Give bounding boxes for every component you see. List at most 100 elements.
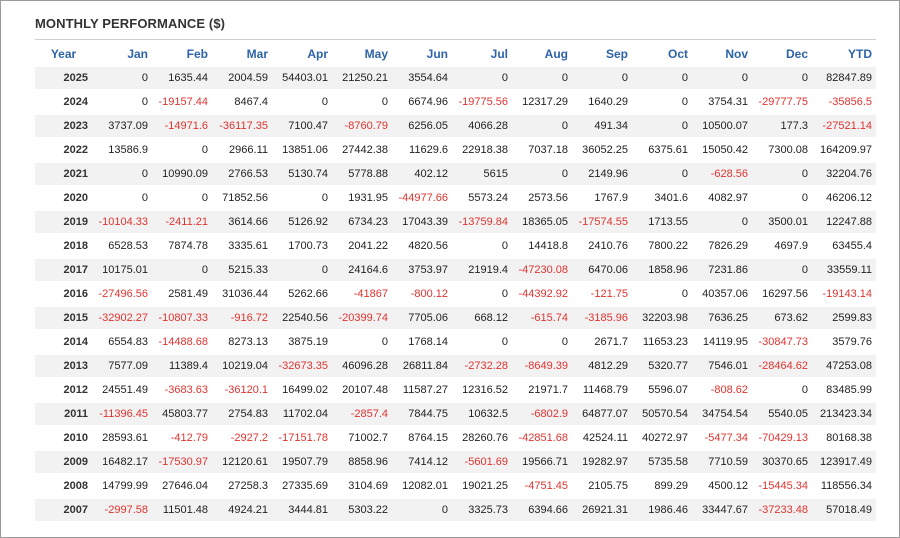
month-value-cell: 4820.56 (392, 235, 452, 257)
month-value-cell: 0 (632, 91, 692, 113)
month-value-cell: 15050.42 (692, 139, 752, 161)
month-value-cell: 5303.22 (332, 499, 392, 521)
month-value-cell: 2573.56 (512, 187, 572, 209)
month-value-cell: 42524.11 (572, 427, 632, 449)
ytd-cell: 3579.76 (812, 331, 876, 353)
month-value-cell: -11396.45 (92, 403, 152, 425)
month-value-cell: 14119.95 (692, 331, 752, 353)
month-value-cell: 5573.24 (452, 187, 512, 209)
month-value-cell: 12316.52 (452, 379, 512, 401)
year-cell: 2011 (35, 403, 92, 425)
month-value-cell: 27646.04 (152, 475, 212, 497)
month-value-cell: 11501.48 (152, 499, 212, 521)
ytd-cell: -27521.14 (812, 115, 876, 137)
year-cell: 2013 (35, 355, 92, 377)
table-row: 2012 24551.49 -3683.63 -36120.1 16499.02 2010… (35, 379, 876, 401)
table-row: 2025 0 1635.44 2004.59 54403.01 21250.21 3554.… (35, 67, 876, 89)
month-value-cell: -41867 (332, 283, 392, 305)
month-value-cell: 0 (692, 211, 752, 233)
table-row: 2017 10175.01 0 5215.33 0 24164.6 3753.97 21919… (35, 259, 876, 281)
month-value-cell: 6470.06 (572, 259, 632, 281)
month-value-cell: -5477.34 (692, 427, 752, 449)
month-value-cell: -27496.56 (92, 283, 152, 305)
month-value-cell: 34754.54 (692, 403, 752, 425)
month-value-cell: 5215.33 (212, 259, 272, 281)
month-value-cell: -4751.45 (512, 475, 572, 497)
month-value-cell: -30847.73 (752, 331, 812, 353)
month-value-cell: 4812.29 (572, 355, 632, 377)
month-value-cell: 3335.61 (212, 235, 272, 257)
month-value-cell: 1931.95 (332, 187, 392, 209)
year-cell: 2018 (35, 235, 92, 257)
month-value-cell: -800.12 (392, 283, 452, 305)
month-value-cell: 1713.55 (632, 211, 692, 233)
month-value-cell: 5596.07 (632, 379, 692, 401)
month-value-cell: 0 (392, 499, 452, 521)
month-value-cell: 50570.54 (632, 403, 692, 425)
month-value-cell: -121.75 (572, 283, 632, 305)
month-value-cell: 11468.79 (572, 379, 632, 401)
month-value-cell: 13851.06 (272, 139, 332, 161)
month-value-cell: 177.3 (752, 115, 812, 137)
month-value-cell: 3737.09 (92, 115, 152, 137)
month-value-cell: 12120.61 (212, 451, 272, 473)
year-cell: 2023 (35, 115, 92, 137)
ytd-cell: 164209.97 (812, 139, 876, 161)
year-cell: 2024 (35, 91, 92, 113)
month-value-cell: -15445.34 (752, 475, 812, 497)
month-value-cell: 6375.61 (632, 139, 692, 161)
month-value-cell: 8764.15 (392, 427, 452, 449)
month-value-cell: 26921.31 (572, 499, 632, 521)
month-value-cell: 6394.66 (512, 499, 572, 521)
table-row: 2020 0 0 71852.56 0 1931.95 -44977.66 5573.24 25… (35, 187, 876, 209)
column-header-ytd: YTD (812, 43, 876, 65)
month-value-cell: 491.34 (572, 115, 632, 137)
month-value-cell: 11653.23 (632, 331, 692, 353)
month-value-cell: 19566.71 (512, 451, 572, 473)
month-value-cell: 0 (632, 163, 692, 185)
month-value-cell: 0 (632, 115, 692, 137)
year-cell: 2016 (35, 283, 92, 305)
column-header-may: May (332, 43, 392, 65)
month-value-cell: -808.62 (692, 379, 752, 401)
year-cell: 2017 (35, 259, 92, 281)
month-value-cell: 402.12 (392, 163, 452, 185)
month-value-cell: 7636.25 (692, 307, 752, 329)
year-cell: 2022 (35, 139, 92, 161)
month-value-cell: 0 (152, 139, 212, 161)
month-value-cell: 14799.99 (92, 475, 152, 497)
month-value-cell: 4066.28 (452, 115, 512, 137)
month-value-cell: -47230.08 (512, 259, 572, 281)
ytd-cell: 46206.12 (812, 187, 876, 209)
column-header-apr: Apr (272, 43, 332, 65)
month-value-cell: -28464.62 (752, 355, 812, 377)
year-cell: 2015 (35, 307, 92, 329)
table-row: 2016 -27496.56 2581.49 31036.44 5262.66 -4186… (35, 283, 876, 305)
month-value-cell: 7231.86 (692, 259, 752, 281)
month-value-cell: 26811.84 (392, 355, 452, 377)
month-value-cell: 4500.12 (692, 475, 752, 497)
year-cell: 2014 (35, 331, 92, 353)
column-header-mar: Mar (212, 43, 272, 65)
month-value-cell: -5601.69 (452, 451, 512, 473)
month-value-cell: 673.62 (752, 307, 812, 329)
month-value-cell: 46096.28 (332, 355, 392, 377)
month-value-cell: 7874.78 (152, 235, 212, 257)
month-value-cell: 8467.4 (212, 91, 272, 113)
year-cell: 2007 (35, 499, 92, 521)
month-value-cell: -8649.39 (512, 355, 572, 377)
month-value-cell: 28260.76 (452, 427, 512, 449)
month-value-cell: 0 (752, 67, 812, 89)
year-cell: 2020 (35, 187, 92, 209)
month-value-cell: 5615 (452, 163, 512, 185)
month-value-cell: 19507.79 (272, 451, 332, 473)
month-value-cell: -36117.35 (212, 115, 272, 137)
month-value-cell: -36120.1 (212, 379, 272, 401)
month-value-cell: -3185.96 (572, 307, 632, 329)
panel-title: MONTHLY PERFORMANCE ($) (35, 16, 226, 31)
month-value-cell: -14488.68 (152, 331, 212, 353)
month-value-cell: 19282.97 (572, 451, 632, 473)
month-value-cell: 36052.25 (572, 139, 632, 161)
ytd-cell: -19143.14 (812, 283, 876, 305)
month-value-cell: 0 (332, 91, 392, 113)
